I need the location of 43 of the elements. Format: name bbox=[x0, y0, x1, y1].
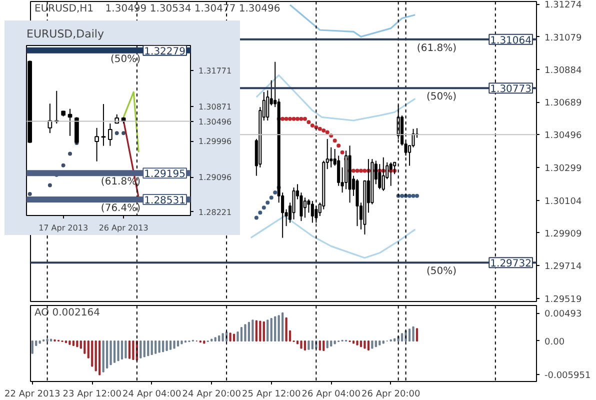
chart-title: EURUSD,Daily bbox=[26, 28, 104, 40]
y-tick-label: 1.31274 bbox=[544, 0, 582, 11]
y-tick-label: -0.005951 bbox=[544, 370, 591, 381]
x-tick-label: 24 Apr 04:00 bbox=[122, 390, 182, 400]
y-tick-label: 0.00493 bbox=[544, 310, 582, 320]
y-tick-label: 1.29714 bbox=[544, 262, 582, 272]
y-tick-label: 1.30496 bbox=[544, 131, 582, 142]
y-tick-label: 1.29996 bbox=[198, 137, 232, 146]
x-tick-label: 26 Apr 2013 bbox=[98, 224, 148, 232]
x-tick-label: 23 Apr 12:00 bbox=[62, 390, 122, 400]
annotation: (50%) bbox=[426, 92, 457, 103]
annotation: (76.4%) bbox=[100, 203, 141, 214]
ref-line-label: 1.28531 bbox=[144, 196, 186, 207]
y-tick-label: 1.31079 bbox=[544, 33, 582, 44]
x-tick-label: 22 Apr 2013 bbox=[4, 390, 60, 400]
annotation: (50%) bbox=[110, 54, 141, 65]
annotation: (50%) bbox=[426, 266, 457, 278]
chart-subtitle: 1.30499 1.30534 1.30477 1.30496 bbox=[105, 4, 280, 14]
x-tick-label: 26 Apr 20:00 bbox=[362, 390, 420, 400]
y-tick-label: 1.29096 bbox=[198, 173, 232, 182]
y-tick-label: 1.30689 bbox=[544, 98, 582, 109]
y-tick-label: 1.30104 bbox=[544, 196, 582, 207]
y-tick-label: 1.31771 bbox=[198, 66, 232, 76]
chart-title: EURUSD,H1 bbox=[34, 4, 94, 14]
x-tick-label: 26 Apr 04:00 bbox=[302, 390, 361, 400]
y-tick-label: 1.28221 bbox=[198, 208, 232, 217]
ref-line-label: 1.29732 bbox=[490, 258, 532, 270]
ref-line-label: 1.29195 bbox=[144, 169, 186, 180]
chart-title: AO 0.002164 bbox=[34, 308, 100, 318]
y-tick-label: 1.30884 bbox=[544, 66, 582, 76]
y-tick-label: 1.30299 bbox=[544, 164, 582, 174]
y-tick-label: 1.30496 bbox=[198, 117, 232, 126]
y-tick-label: 1.29519 bbox=[544, 294, 582, 305]
y-tick-label: 1.29909 bbox=[544, 229, 582, 240]
y-tick-label: 1.30871 bbox=[198, 102, 232, 112]
x-tick-label: 25 Apr 12:00 bbox=[242, 390, 301, 400]
x-tick-label: 24 Apr 20:00 bbox=[182, 390, 242, 400]
ref-line-label: 1.31064 bbox=[490, 35, 532, 46]
ref-line-label: 1.32279 bbox=[144, 46, 186, 58]
ref-line-label: 1.30773 bbox=[490, 84, 532, 96]
x-tick-label: 17 Apr 2013 bbox=[38, 224, 88, 232]
y-tick-label: 0.00 bbox=[544, 337, 565, 348]
annotation: (61.8%) bbox=[416, 42, 457, 54]
